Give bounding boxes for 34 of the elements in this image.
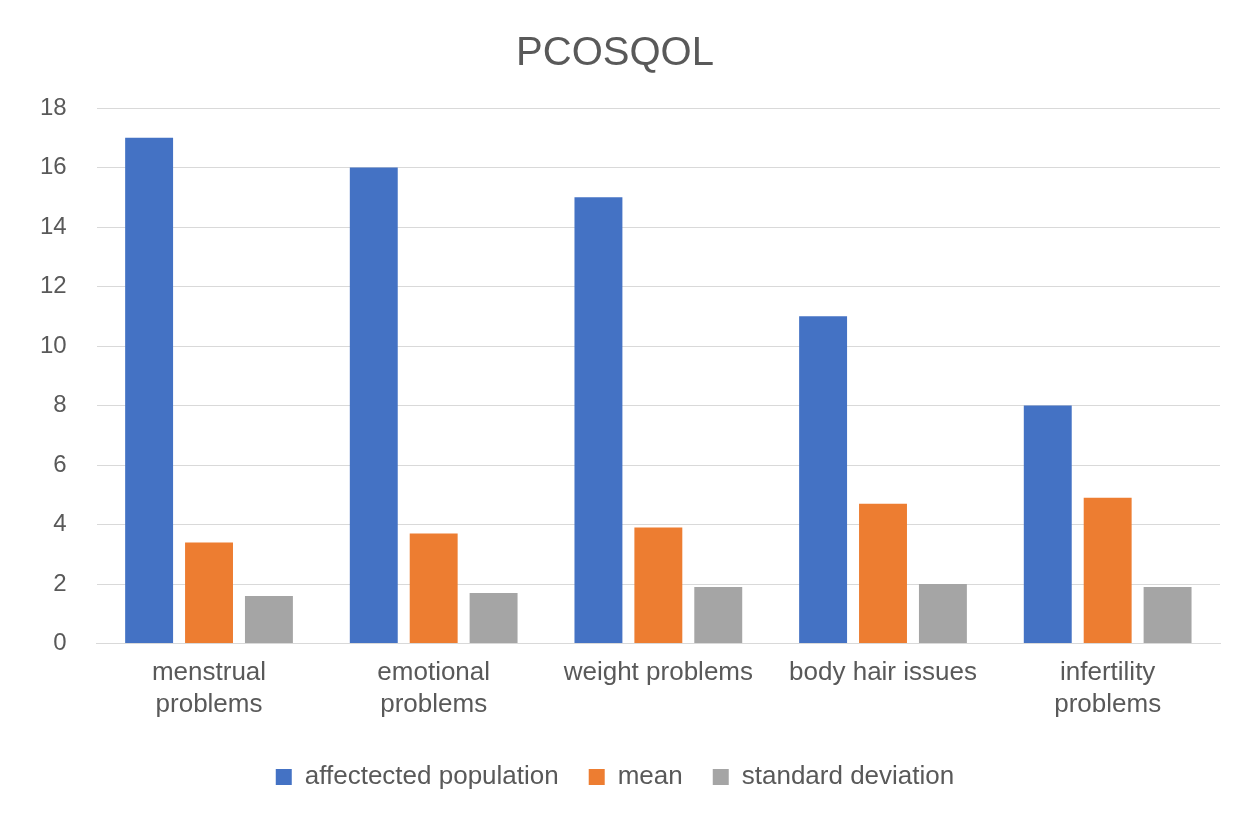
bar (185, 542, 233, 644)
x-tick-label: body hair issues (789, 656, 977, 687)
legend-label: standard deviation (741, 760, 955, 791)
y-tick-label: 14 (39, 211, 67, 239)
bar (634, 527, 683, 644)
x-tick-label: emotional problems (377, 656, 491, 718)
bar (1023, 405, 1072, 644)
legend-label: affectected population (304, 760, 559, 791)
x-tick-label: menstrual problems (151, 656, 267, 718)
bar (409, 533, 458, 644)
bar (574, 197, 623, 644)
y-tick-label: 8 (53, 390, 67, 418)
bar (859, 503, 907, 644)
chart-title: PCOSQOL (516, 29, 714, 74)
y-tick-label: 16 (39, 152, 67, 180)
y-tick-label: 6 (53, 449, 67, 477)
y-tick-label: 0 (53, 628, 67, 656)
bar (125, 137, 174, 644)
bar (799, 316, 848, 644)
bar (469, 593, 518, 644)
bar (694, 587, 743, 644)
x-tick-label: weight problems (562, 656, 753, 687)
y-tick-label: 2 (53, 568, 67, 596)
y-tick-label: 12 (39, 271, 67, 299)
y-tick-label: 18 (39, 92, 67, 120)
bar (1083, 497, 1132, 644)
bar (349, 167, 398, 644)
y-tick-label: 10 (39, 330, 67, 358)
y-tick-label: 4 (53, 509, 67, 537)
bar (918, 584, 967, 644)
legend-label: mean (617, 760, 683, 791)
bar (1143, 587, 1192, 644)
x-tick-label: infertility problems (1054, 656, 1162, 718)
bar (244, 595, 293, 644)
